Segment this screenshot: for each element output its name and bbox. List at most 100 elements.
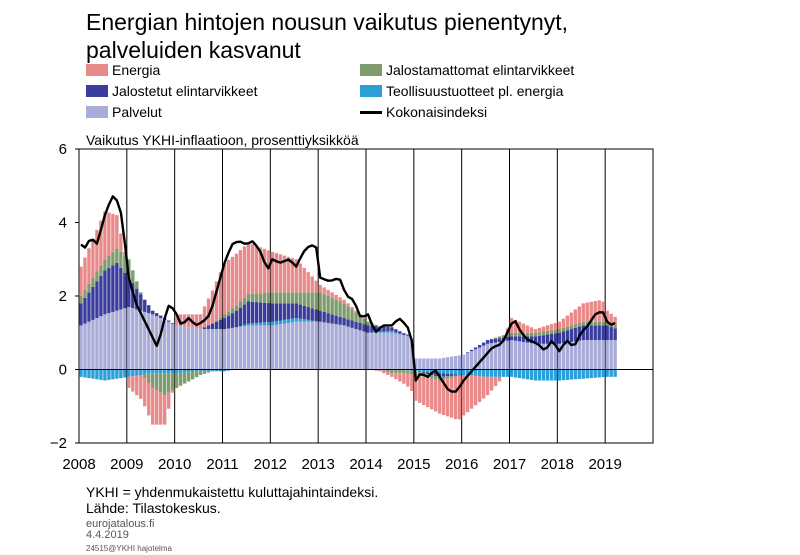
bar-segment-jalostetut-elintarvikkeet <box>573 327 577 342</box>
legend-item-teollisuustuotteet: Teollisuustuotteet pl. energia <box>360 83 563 99</box>
bar-segment-teollisuustuotteet-pl-energia <box>565 369 569 380</box>
bar-segment-teollisuustuotteet-pl-energia <box>481 369 486 377</box>
bar-segment-palvelut <box>246 325 251 370</box>
bar-segment-jalostetut-elintarvikkeet <box>143 299 147 312</box>
bar-segment-jalostamattomat-elintarvikkeet <box>517 332 522 337</box>
bar-segment-energia <box>294 259 298 293</box>
bar-segment-energia <box>585 302 589 322</box>
bar-segment-energia <box>87 248 91 284</box>
bar-segment-palvelut <box>250 325 255 370</box>
bar-segment-teollisuustuotteet-pl-energia <box>95 369 99 380</box>
bar-segment-jalostetut-elintarvikkeet <box>99 275 103 317</box>
bar-segment-teollisuustuotteet-pl-energia <box>174 369 179 374</box>
bar-segment-palvelut <box>123 308 127 370</box>
bar-segment-jalostamattomat-elintarvikkeet <box>194 371 199 378</box>
bar-segment-jalostetut-elintarvikkeet <box>517 336 522 342</box>
bar-segment-teollisuustuotteet-pl-energia <box>398 333 402 335</box>
bar-segment-jalostamattomat-elintarvikkeet <box>537 332 542 336</box>
bar-segment-jalostamattomat-elintarvikkeet <box>505 333 510 338</box>
bar-segment-jalostetut-elintarvikkeet <box>262 302 267 323</box>
bar-segment-palvelut <box>314 321 318 370</box>
bar-segment-energia <box>159 392 163 425</box>
bar-segment-palvelut <box>274 324 279 370</box>
bar-segment-jalostetut-elintarvikkeet <box>314 309 318 322</box>
bar-segment-palvelut <box>206 329 211 370</box>
bar-segment-teollisuustuotteet-pl-energia <box>581 369 585 379</box>
x-tick-label: 2008 <box>62 456 95 473</box>
bar-segment-jalostamattomat-elintarvikkeet <box>581 321 585 326</box>
legend-swatch <box>86 85 108 97</box>
bar-segment-palvelut <box>290 322 294 370</box>
bar-segment-energia <box>218 272 223 318</box>
bar-segment-teollisuustuotteet-pl-energia <box>537 369 542 381</box>
bar-segment-teollisuustuotteet-pl-energia <box>226 369 231 371</box>
bar-segment-palvelut <box>521 341 526 370</box>
bar-segment-palvelut <box>294 321 298 370</box>
bar-segment-energia <box>202 306 207 328</box>
bar-segment-jalostamattomat-elintarvikkeet <box>561 327 566 332</box>
chart-title-line-2: palveluiden kasvanut <box>86 37 301 63</box>
bar-segment-jalostetut-elintarvikkeet <box>366 325 370 333</box>
bar-segment-energia <box>266 250 271 293</box>
bar-segment-jalostamattomat-elintarvikkeet <box>382 369 386 371</box>
bar-segment-energia <box>553 322 558 330</box>
bar-segment-jalostamattomat-elintarvikkeet <box>222 314 227 319</box>
bar-segment-teollisuustuotteet-pl-energia <box>577 369 581 379</box>
bar-segment-jalostamattomat-elintarvikkeet <box>234 305 239 311</box>
bar-segment-energia <box>434 379 438 412</box>
bar-segment-teollisuustuotteet-pl-energia <box>298 318 302 322</box>
bar-segment-jalostamattomat-elintarvikkeet <box>601 321 605 326</box>
bar-segment-teollisuustuotteet-pl-energia <box>477 369 482 377</box>
bar-segment-energia <box>422 376 426 406</box>
bar-segment-palvelut <box>87 321 91 370</box>
bar-segment-energia <box>174 314 179 326</box>
bar-segment-jalostetut-elintarvikkeet <box>226 315 231 329</box>
bar-segment-palvelut <box>95 318 99 370</box>
bar-segment-jalostamattomat-elintarvikkeet <box>334 299 338 316</box>
bar-segment-teollisuustuotteet-pl-energia <box>190 369 195 372</box>
bar-segment-jalostamattomat-elintarvikkeet <box>182 372 187 384</box>
bar-segment-palvelut <box>541 343 546 370</box>
bar-segment-teollisuustuotteet-pl-energia <box>561 369 566 381</box>
bar-segment-jalostetut-elintarvikkeet <box>202 327 207 330</box>
bar-segment-jalostetut-elintarvikkeet <box>521 336 526 342</box>
bar-segment-jalostetut-elintarvikkeet <box>382 326 386 332</box>
bar-segment-palvelut <box>489 343 494 370</box>
bar-segment-jalostetut-elintarvikkeet <box>294 303 298 319</box>
x-tick-label: 2017 <box>493 456 526 473</box>
bar-segment-jalostamattomat-elintarvikkeet <box>286 292 290 304</box>
bar-segment-teollisuustuotteet-pl-energia <box>613 369 617 377</box>
bar-segment-jalostetut-elintarvikkeet <box>489 339 494 344</box>
bar-segment-energia <box>163 395 167 425</box>
bar-segment-energia <box>135 375 139 396</box>
bar-segment-energia <box>481 376 486 399</box>
bar-segment-jalostetut-elintarvikkeet <box>350 320 354 328</box>
bar-segment-jalostetut-elintarvikkeet <box>541 335 546 344</box>
bar-segment-palvelut <box>143 311 147 370</box>
bar-segment-teollisuustuotteet-pl-energia <box>166 369 171 374</box>
bar-segment-energia <box>131 376 135 392</box>
bar-segment-palvelut <box>374 332 378 370</box>
bar-segment-palvelut <box>533 343 538 370</box>
bar-segment-jalostetut-elintarvikkeet <box>111 265 115 312</box>
bar-segment-jalostamattomat-elintarvikkeet <box>274 292 279 304</box>
bar-segment-energia <box>473 375 478 406</box>
bar-segment-jalostetut-elintarvikkeet <box>338 316 342 325</box>
legend-label: Kokonaisindeksi <box>386 104 488 120</box>
bar-segment-jalostetut-elintarvikkeet <box>230 313 235 328</box>
series-line-kokonaisindeksi <box>80 195 616 393</box>
site-name: eurojatalous.fi <box>86 518 155 530</box>
bar-segment-palvelut <box>334 324 338 370</box>
bar-segment-teollisuustuotteet-pl-energia <box>601 369 605 378</box>
bar-segment-jalostamattomat-elintarvikkeet <box>525 332 530 337</box>
bar-segment-jalostetut-elintarvikkeet <box>238 307 243 327</box>
bar-segment-jalostetut-elintarvikkeet <box>473 347 478 350</box>
bar-segment-palvelut <box>430 358 434 370</box>
bar-segment-palvelut <box>477 347 482 370</box>
bar-segment-jalostetut-elintarvikkeet <box>254 302 259 323</box>
bar-segment-energia <box>513 319 518 333</box>
bar-segment-jalostamattomat-elintarvikkeet <box>529 332 534 337</box>
bar-segment-palvelut <box>298 321 302 370</box>
bar-segment-teollisuustuotteet-pl-energia <box>589 369 593 379</box>
bar-segment-palvelut <box>402 335 406 370</box>
